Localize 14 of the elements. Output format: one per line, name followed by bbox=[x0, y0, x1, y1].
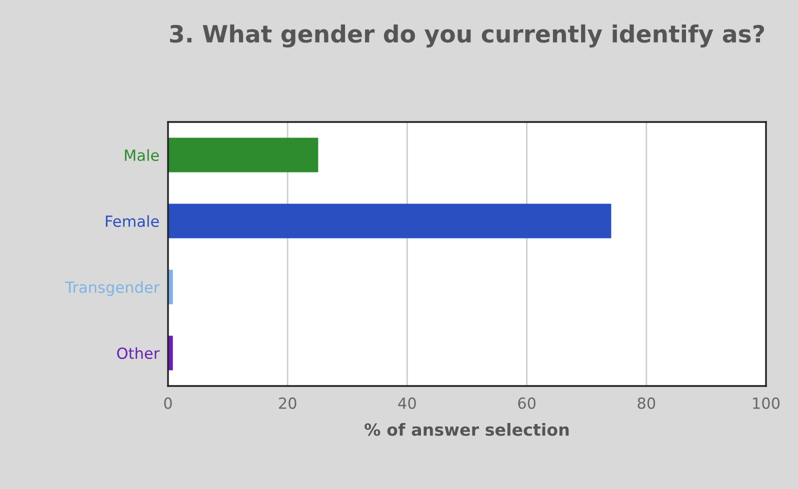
y-tick-label: Other bbox=[117, 347, 160, 360]
bar bbox=[168, 138, 318, 172]
x-axis-title: % of answer selection bbox=[364, 423, 569, 436]
x-tick-label: 60 bbox=[518, 397, 536, 409]
x-tick-label: 100 bbox=[753, 397, 780, 409]
x-tick-label: 40 bbox=[398, 397, 416, 409]
x-tick-label: 80 bbox=[638, 397, 656, 409]
chart-title: 3. What gender do you currently identify as? bbox=[170, 24, 764, 48]
y-tick-label: Female bbox=[106, 215, 159, 228]
bar bbox=[168, 204, 612, 238]
x-tick-label: 0 bbox=[164, 397, 172, 409]
x-tick-label: 20 bbox=[279, 397, 296, 409]
y-tick-label: Male bbox=[124, 149, 159, 162]
y-tick-label: Transgender bbox=[65, 281, 160, 296]
